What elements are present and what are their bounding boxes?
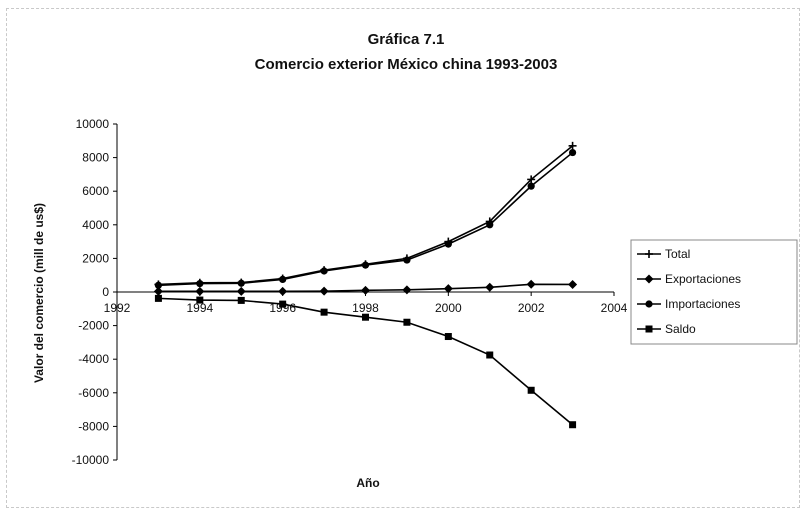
data-point-importaciones [320, 267, 328, 275]
y-axis-label: Valor del comercio (mill de us$) [32, 203, 46, 383]
data-point-importaciones [568, 148, 577, 157]
data-point-exportaciones [278, 286, 288, 296]
x-tick-label: 1996 [269, 301, 296, 315]
data-point-exportaciones [153, 286, 163, 296]
y-tick-label: 8000 [82, 151, 109, 165]
y-tick-label: 10000 [76, 117, 110, 131]
data-point-exportaciones [361, 285, 370, 295]
legend-marker-total [645, 250, 653, 258]
legend-marker-exportaciones [644, 274, 654, 284]
x-tick-label: 1998 [352, 301, 379, 315]
x-axis-label: Año [356, 476, 379, 490]
legend-marker-importaciones [645, 300, 653, 308]
data-point-importaciones [279, 275, 287, 283]
data-point-importaciones [361, 261, 370, 269]
y-tick-label: 4000 [82, 218, 109, 232]
y-tick-label: -2000 [78, 319, 109, 333]
data-point-saldo [320, 308, 328, 316]
legend-box [630, 239, 798, 345]
data-point-exportaciones [236, 286, 246, 296]
data-point-total [568, 141, 577, 150]
y-tick-label: 6000 [82, 184, 109, 198]
data-point-importaciones [196, 280, 204, 288]
x-tick-label: 1992 [104, 301, 131, 315]
legend-label-total: Total [665, 247, 690, 261]
chart-subtitle: Comercio exterior México china 1993-2003 [255, 56, 558, 73]
y-tick-label: 0 [102, 285, 109, 299]
data-point-exportaciones [402, 285, 412, 295]
data-point-saldo [444, 333, 452, 341]
x-tick-label: 2004 [601, 301, 628, 315]
legend: Total Exportaciones Importaciones Saldo [630, 239, 798, 345]
data-point-saldo [486, 351, 494, 359]
data-point-total [527, 175, 536, 184]
legend-label-exportaciones: Exportaciones [665, 272, 741, 286]
y-tick-label: -10000 [72, 453, 110, 467]
data-point-exportaciones [443, 284, 453, 294]
y-tick-label: 2000 [82, 251, 109, 265]
plot-area: 10000 8000 6000 4000 2000 0 -2000 -4000 -6000 -80… [72, 117, 628, 467]
data-point-saldo [279, 300, 287, 308]
legend-label-saldo: Saldo [665, 322, 696, 336]
data-point-exportaciones [526, 279, 536, 289]
data-point-saldo [154, 294, 162, 302]
x-tick-label: 2002 [518, 301, 545, 315]
data-point-saldo [569, 421, 577, 429]
data-point-importaciones [237, 279, 245, 287]
x-tick-label: 1994 [186, 301, 213, 315]
y-tick-label: -8000 [78, 419, 109, 433]
data-point-exportaciones [195, 286, 205, 296]
data-point-saldo [362, 313, 369, 321]
chart-frame [6, 8, 800, 508]
data-point-exportaciones [319, 286, 329, 296]
y-tick-label: -4000 [78, 352, 109, 366]
legend-marker-saldo [645, 325, 653, 333]
data-point-importaciones [403, 256, 411, 264]
data-point-exportaciones [568, 279, 578, 289]
x-tick-label: 2000 [435, 301, 462, 315]
data-point-importaciones [154, 281, 163, 289]
data-point-saldo [403, 318, 411, 326]
data-point-saldo [237, 296, 245, 304]
data-point-importaciones [444, 240, 452, 248]
y-tick-label: -6000 [78, 386, 109, 400]
data-point-exportaciones [485, 282, 495, 292]
data-point-saldo [196, 296, 204, 304]
legend-label-importaciones: Importaciones [665, 297, 740, 311]
chart-title: Gráfica 7.1 [368, 31, 445, 48]
data-point-importaciones [486, 221, 494, 229]
data-point-importaciones [527, 182, 535, 190]
data-point-saldo [527, 386, 535, 394]
